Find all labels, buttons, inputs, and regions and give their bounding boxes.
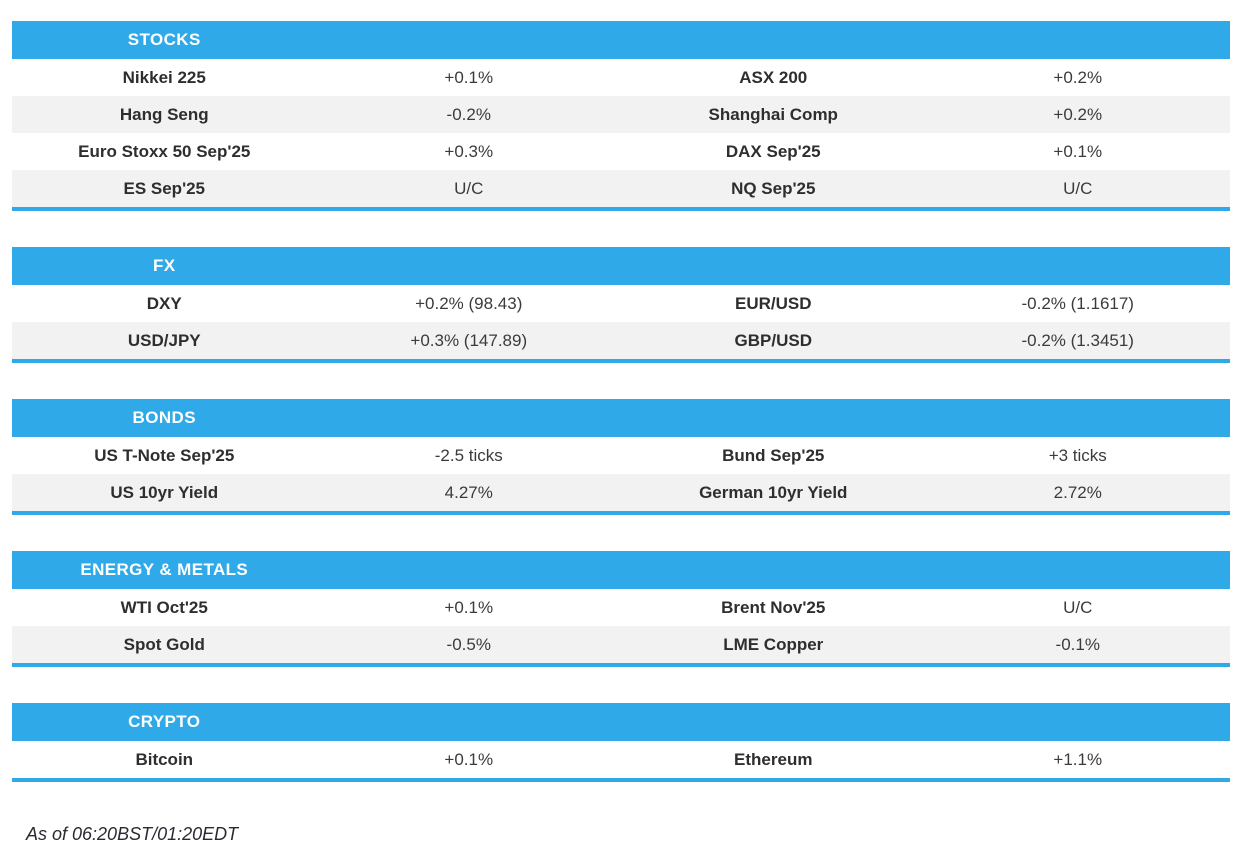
instrument-name: Spot Gold [123,635,205,654]
instrument-name: ASX 200 [739,68,808,87]
instrument-name: Hang Seng [119,105,209,124]
instrument-value: +0.3% [444,142,494,161]
market-sections: STOCKS Nikkei 225 +0.1% ASX 200 +0.2% Hang Se… [12,21,1230,782]
instrument-value: +0.2% [1053,68,1103,87]
instrument-name: Ethereum [734,750,813,769]
section-title: BONDS [132,408,196,427]
instrument-value: +0.1% [1053,142,1103,161]
instrument-name: EUR/USD [734,294,812,313]
instrument-value: +0.1% [444,750,494,769]
instrument-name: US 10yr Yield [110,483,219,502]
instrument-value: +0.1% [444,598,494,617]
table-row: Hang Seng -0.2% Shanghai Comp +0.2% [12,96,1230,133]
instrument-value: -0.5% [446,635,491,654]
instrument-name: Bitcoin [135,750,194,769]
section-header-bar: ENERGY & METALS [12,551,1230,589]
section-title: FX [152,256,176,275]
section-title: STOCKS [127,30,201,49]
instrument-name: DXY [146,294,182,313]
section-header-bar: CRYPTO [12,703,1230,741]
instrument-name: USD/JPY [127,331,201,350]
section-title: CRYPTO [128,712,201,731]
table-row: DXY +0.2% (98.43) EUR/USD -0.2% (1.1617) [12,285,1230,322]
instrument-name: Euro Stoxx 50 Sep'25 [78,142,251,161]
table-row: US 10yr Yield 4.27% German 10yr Yield 2.72% [12,474,1230,511]
instrument-value: +3 ticks [1048,446,1107,465]
instrument-name: DAX Sep'25 [725,142,821,161]
instrument-value: U/C [454,179,484,198]
instrument-value: -0.2% (1.3451) [1021,331,1134,350]
instrument-name: LME Copper [723,635,824,654]
instrument-name: Brent Nov'25 [721,598,826,617]
instrument-name: WTI Oct'25 [120,598,208,617]
table-row: Euro Stoxx 50 Sep'25 +0.3% DAX Sep'25 +0.1% [12,133,1230,170]
instrument-name: Shanghai Comp [708,105,838,124]
instrument-value: +0.2% (98.43) [415,294,523,313]
section-header-bar: BONDS [12,399,1230,437]
instrument-value: 2.72% [1053,483,1102,502]
section-header-bar: STOCKS [12,21,1230,59]
table-row: ES Sep'25 U/C NQ Sep'25 U/C [12,170,1230,207]
market-section-stocks: STOCKS Nikkei 225 +0.1% ASX 200 +0.2% Hang Se… [12,21,1230,211]
instrument-name: Bund Sep'25 [722,446,825,465]
instrument-name: German 10yr Yield [699,483,848,502]
instrument-value: -0.2% [446,105,491,124]
instrument-name: GBP/USD [734,331,812,350]
table-row: Nikkei 225 +0.1% ASX 200 +0.2% [12,59,1230,96]
market-section-bonds: BONDS US T-Note Sep'25 -2.5 ticks Bund Sep'… [12,399,1230,515]
instrument-value: +0.2% [1053,105,1103,124]
table-row: Bitcoin +0.1% Ethereum +1.1% [12,741,1230,778]
market-section-energy-metals: ENERGY & METALS WTI Oct'25 +0.1% Brent Nov'… [12,551,1230,667]
instrument-name: US T-Note Sep'25 [94,446,235,465]
instrument-name: Nikkei 225 [122,68,206,87]
as-of-timestamp: As of 06:20BST/01:20EDT [26,824,239,844]
table-row: US T-Note Sep'25 -2.5 ticks Bund Sep'25 +3 … [12,437,1230,474]
instrument-name: NQ Sep'25 [731,179,816,198]
market-section-crypto: CRYPTO Bitcoin +0.1% Ethereum +1.1% [12,703,1230,782]
instrument-value: U/C [1063,598,1093,617]
table-row: USD/JPY +0.3% (147.89) GBP/USD -0.2% (1.345… [12,322,1230,359]
instrument-value: -2.5 ticks [434,446,503,465]
instrument-name: ES Sep'25 [123,179,206,198]
section-title: ENERGY & METALS [80,560,249,579]
instrument-value: 4.27% [444,483,493,502]
instrument-value: U/C [1063,179,1093,198]
table-row: WTI Oct'25 +0.1% Brent Nov'25 U/C [12,589,1230,626]
market-section-fx: FX DXY +0.2% (98.43) EUR/USD -0.2% (1.1617) U… [12,247,1230,363]
instrument-value: -0.1% [1055,635,1100,654]
instrument-value: +0.3% (147.89) [410,331,528,350]
instrument-value: +0.1% [444,68,494,87]
section-header-bar: FX [12,247,1230,285]
instrument-value: +1.1% [1053,750,1103,769]
instrument-value: -0.2% (1.1617) [1021,294,1134,313]
table-row: Spot Gold -0.5% LME Copper -0.1% [12,626,1230,663]
